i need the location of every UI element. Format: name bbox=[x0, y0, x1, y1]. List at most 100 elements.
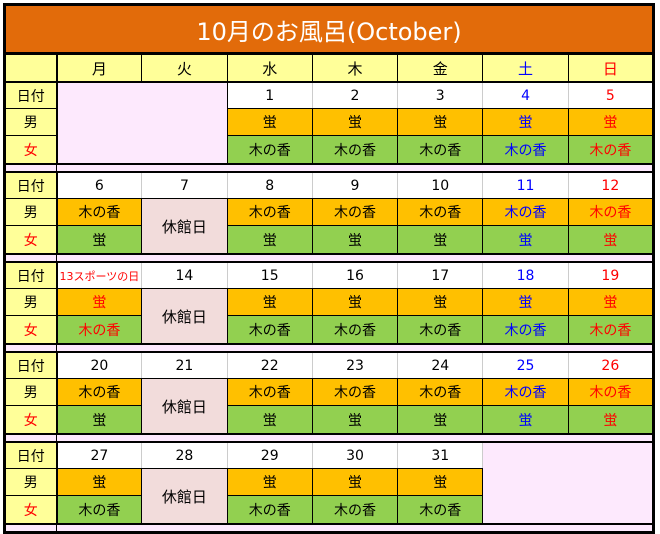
closed-day-label: 休館日 bbox=[141, 468, 228, 525]
week-separator bbox=[56, 523, 654, 534]
day-date: 2 bbox=[311, 81, 399, 109]
male-bath-name: 木の香 bbox=[482, 378, 569, 406]
day-date: 17 bbox=[397, 261, 484, 289]
male-bath-name: 木の香 bbox=[55, 198, 143, 226]
female-bath-name: 木の香 bbox=[482, 315, 569, 345]
day-date: 31 bbox=[397, 441, 484, 469]
closed-day-label: 休館日 bbox=[141, 378, 228, 435]
row-label-female: 女 bbox=[4, 225, 58, 255]
male-bath-name: 蛍 bbox=[55, 288, 143, 316]
male-bath-name: 蛍 bbox=[482, 288, 569, 316]
row-label-date: 日付 bbox=[4, 261, 58, 289]
male-bath-name: 蛍 bbox=[482, 108, 569, 136]
day-date: 7 bbox=[141, 171, 228, 199]
male-bath-name: 木の香 bbox=[397, 198, 484, 226]
male-bath-name: 蛍 bbox=[567, 288, 655, 316]
female-bath-name: 蛍 bbox=[397, 225, 484, 255]
day-date: 10 bbox=[397, 171, 484, 199]
male-bath-name: 木の香 bbox=[397, 378, 484, 406]
female-bath-name: 蛍 bbox=[55, 225, 143, 255]
weekday-header: 日 bbox=[567, 53, 655, 83]
female-bath-name: 蛍 bbox=[311, 405, 399, 435]
empty-day bbox=[482, 441, 654, 525]
male-bath-name: 蛍 bbox=[397, 468, 484, 496]
female-bath-name: 木の香 bbox=[397, 495, 484, 525]
day-date: 25 bbox=[482, 351, 569, 379]
female-bath-name: 木の香 bbox=[226, 135, 313, 165]
female-bath-name: 木の香 bbox=[397, 135, 484, 165]
day-date: 6 bbox=[55, 171, 143, 199]
week-separator bbox=[56, 163, 654, 173]
male-bath-name: 蛍 bbox=[397, 108, 484, 136]
calendar-title: 10月のお風呂(October) bbox=[4, 4, 654, 55]
female-bath-name: 木の香 bbox=[311, 135, 399, 165]
male-bath-row: 男蛍休館日蛍蛍蛍蛍蛍 bbox=[4, 288, 655, 345]
weekday-header: 火 bbox=[141, 53, 228, 83]
day-date: 19 bbox=[567, 261, 655, 289]
day-date: 23 bbox=[311, 351, 399, 379]
female-bath-name: 木の香 bbox=[397, 315, 484, 345]
male-bath-row: 男木の香 休館日 木の香 木の香 木の香 木の香 木の香 bbox=[4, 378, 655, 435]
female-bath-name: 蛍 bbox=[226, 405, 313, 435]
male-bath-name: 蛍 bbox=[397, 288, 484, 316]
male-bath-name: 蛍 bbox=[55, 468, 143, 496]
row-label-male: 男 bbox=[4, 378, 58, 406]
female-bath-row: 女木の香 木の香 木の香 木の香 bbox=[4, 495, 654, 525]
male-bath-name: 木の香 bbox=[55, 378, 143, 406]
row-label-male: 男 bbox=[4, 108, 58, 136]
female-bath-name: 蛍 bbox=[311, 225, 399, 255]
male-bath-name: 蛍 bbox=[311, 108, 399, 136]
day-date: 18 bbox=[482, 261, 569, 289]
day-date: 16 bbox=[311, 261, 399, 289]
female-bath-name: 蛍 bbox=[397, 405, 484, 435]
day-date: 26 bbox=[567, 351, 655, 379]
date-row: 日付 6 7 8 9 10 11 12 bbox=[4, 171, 655, 199]
male-bath-name: 木の香 bbox=[567, 378, 655, 406]
male-bath-name: 蛍 bbox=[226, 288, 313, 316]
empty-day bbox=[56, 81, 228, 165]
day-date: 11 bbox=[482, 171, 569, 199]
female-bath-name: 蛍 bbox=[55, 405, 143, 435]
male-bath-name: 蛍 bbox=[567, 108, 655, 136]
weekday-header: 月 bbox=[55, 53, 143, 83]
day-date: 12 bbox=[567, 171, 655, 199]
day-date: 13スポーツの日 bbox=[55, 261, 143, 289]
october-bath-calendar: 10月のお風呂(October) 月火水木金土日 日付 1 2 3 4 5 男蛍蛍蛍蛍蛍女木… bbox=[3, 3, 655, 534]
row-label-female: 女 bbox=[4, 405, 58, 435]
female-bath-name: 蛍 bbox=[226, 225, 313, 255]
male-bath-name: 蛍 bbox=[226, 468, 313, 496]
row-label-female: 女 bbox=[4, 495, 58, 525]
day-date: 28 bbox=[141, 441, 228, 469]
date-row: 日付 20 21 22 23 24 25 26 bbox=[4, 351, 655, 379]
weekday-header: 土 bbox=[482, 53, 569, 83]
female-bath-name: 木の香 bbox=[311, 495, 399, 525]
female-bath-name: 木の香 bbox=[311, 315, 399, 345]
female-bath-name: 蛍 bbox=[567, 225, 655, 255]
female-bath-name: 木の香 bbox=[482, 135, 569, 165]
day-date: 9 bbox=[311, 171, 399, 199]
closed-day-label: 休館日 bbox=[141, 198, 228, 255]
row-label-male: 男 bbox=[4, 288, 58, 316]
female-bath-name: 木の香 bbox=[567, 135, 655, 165]
female-bath-name: 木の香 bbox=[226, 315, 313, 345]
male-bath-row: 男木の香 休館日 木の香 木の香 木の香 木の香 木の香 bbox=[4, 198, 655, 255]
day-date: 15 bbox=[226, 261, 313, 289]
closed-day-label: 休館日 bbox=[141, 288, 228, 345]
day-date: 1 bbox=[226, 81, 313, 109]
female-bath-name: 木の香 bbox=[55, 315, 143, 345]
week-separator bbox=[56, 433, 654, 443]
female-bath-row: 女蛍蛍蛍蛍蛍蛍 bbox=[4, 405, 655, 435]
female-bath-name: 木の香 bbox=[226, 495, 313, 525]
male-bath-name: 木の香 bbox=[311, 378, 399, 406]
female-bath-row: 女蛍蛍蛍蛍蛍蛍 bbox=[4, 225, 655, 255]
day-date: 4 bbox=[482, 81, 569, 109]
week-separator bbox=[56, 253, 654, 263]
day-date: 8 bbox=[226, 171, 313, 199]
day-date: 30 bbox=[311, 441, 399, 469]
male-bath-name: 木の香 bbox=[567, 198, 655, 226]
weekday-header: 金 bbox=[397, 53, 484, 83]
male-bath-name: 蛍 bbox=[226, 108, 313, 136]
male-bath-name: 木の香 bbox=[226, 198, 313, 226]
row-label-date: 日付 bbox=[4, 171, 58, 199]
row-label-date: 日付 bbox=[4, 441, 58, 469]
